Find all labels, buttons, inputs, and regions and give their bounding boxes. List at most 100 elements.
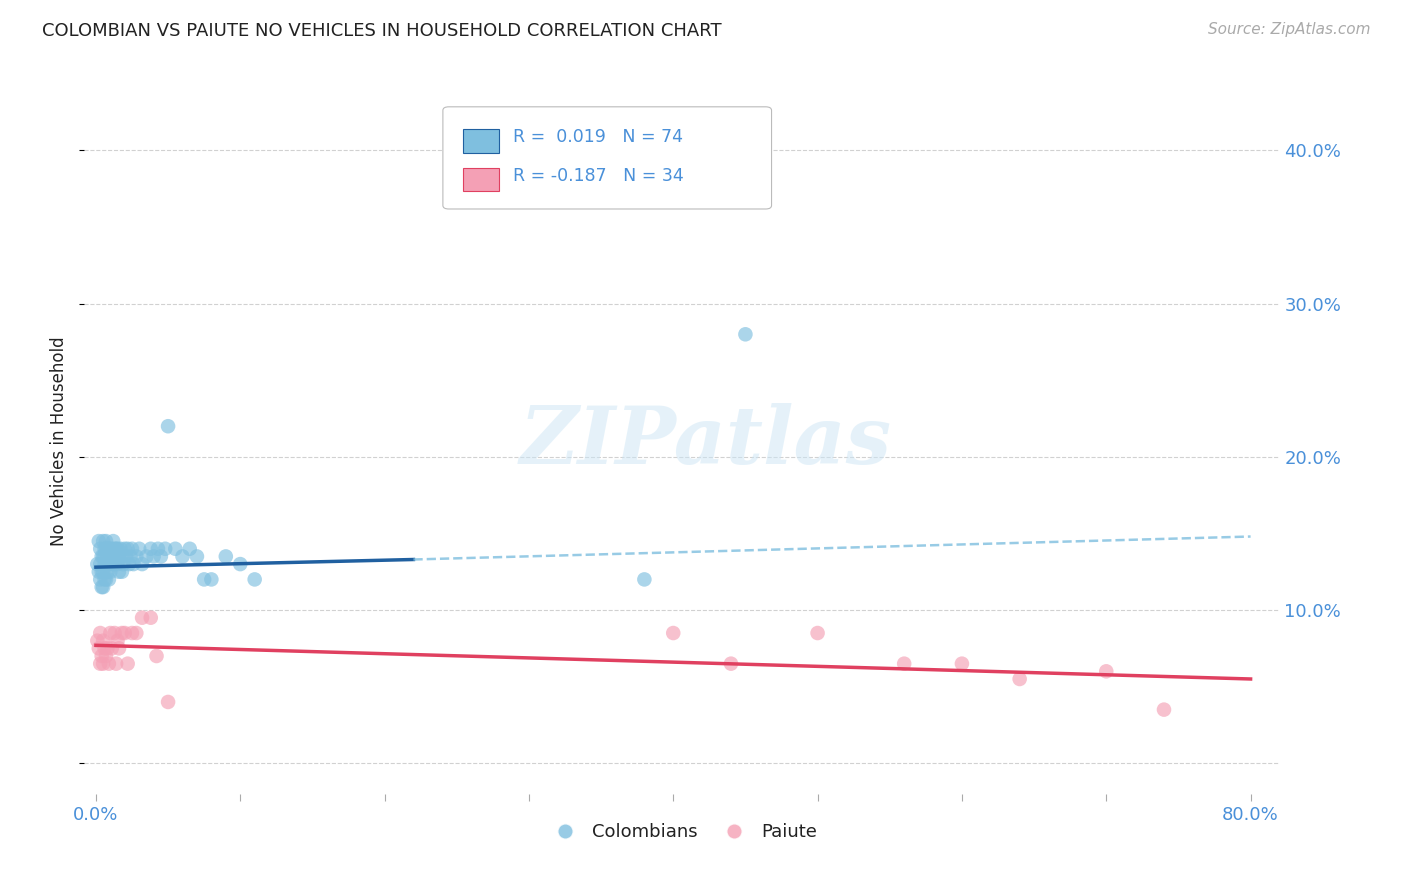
- Point: [91, 657, 114, 671]
- Point: [104, 541, 127, 556]
- Point: [96, 541, 118, 556]
- Point: [94, 534, 117, 549]
- Point: [115, 549, 138, 564]
- Point: [111, 549, 134, 564]
- Bar: [463, 168, 499, 192]
- Point: [153, 541, 176, 556]
- Point: [87, 565, 110, 579]
- Point: [633, 573, 655, 587]
- Point: [97, 657, 120, 671]
- Point: [111, 565, 134, 579]
- Point: [120, 549, 142, 564]
- Point: [107, 557, 129, 571]
- Point: [172, 549, 194, 564]
- Point: [94, 648, 117, 663]
- Point: [121, 541, 143, 556]
- Point: [87, 534, 110, 549]
- Text: R = -0.187   N = 34: R = -0.187 N = 34: [513, 167, 685, 185]
- Point: [107, 633, 129, 648]
- Point: [94, 541, 117, 556]
- Point: [98, 565, 121, 579]
- Point: [104, 626, 127, 640]
- Point: [93, 573, 115, 587]
- Point: [165, 541, 187, 556]
- Point: [108, 565, 131, 579]
- Point: [125, 549, 148, 564]
- Point: [131, 557, 153, 571]
- Point: [117, 541, 139, 556]
- Point: [200, 573, 222, 587]
- Point: [89, 626, 111, 640]
- Point: [97, 573, 120, 587]
- Point: [139, 610, 162, 624]
- Text: R =  0.019   N = 74: R = 0.019 N = 74: [513, 128, 683, 146]
- Point: [139, 541, 162, 556]
- Point: [91, 580, 114, 594]
- Point: [135, 549, 157, 564]
- Point: [103, 549, 125, 564]
- Point: [950, 657, 973, 671]
- Point: [94, 573, 117, 587]
- Point: [105, 657, 128, 671]
- Point: [125, 626, 148, 640]
- Point: [1008, 672, 1031, 686]
- Point: [734, 327, 756, 342]
- Legend: Colombians, Paiute: Colombians, Paiute: [540, 816, 824, 848]
- FancyBboxPatch shape: [443, 107, 772, 209]
- Point: [146, 541, 169, 556]
- Point: [94, 557, 117, 571]
- Text: Source: ZipAtlas.com: Source: ZipAtlas.com: [1208, 22, 1371, 37]
- Point: [128, 541, 150, 556]
- Point: [122, 557, 145, 571]
- Point: [121, 626, 143, 640]
- Point: [97, 557, 120, 571]
- Point: [179, 541, 201, 556]
- Point: [86, 557, 108, 571]
- Point: [96, 549, 118, 564]
- Point: [107, 541, 129, 556]
- Point: [118, 557, 141, 571]
- Point: [108, 641, 131, 656]
- Point: [93, 541, 115, 556]
- Point: [149, 549, 172, 564]
- Point: [243, 573, 266, 587]
- Point: [720, 657, 742, 671]
- Point: [98, 626, 121, 640]
- Point: [112, 557, 135, 571]
- Point: [108, 549, 131, 564]
- Point: [101, 541, 124, 556]
- Point: [105, 549, 128, 564]
- Point: [89, 557, 111, 571]
- Point: [103, 534, 125, 549]
- Point: [93, 641, 115, 656]
- Point: [87, 641, 110, 656]
- Point: [93, 557, 115, 571]
- Point: [93, 549, 115, 564]
- Point: [91, 565, 114, 579]
- Point: [1095, 665, 1118, 679]
- Point: [101, 641, 124, 656]
- Point: [111, 626, 134, 640]
- Point: [90, 580, 112, 594]
- Point: [90, 648, 112, 663]
- Point: [105, 541, 128, 556]
- Point: [91, 549, 114, 564]
- Point: [110, 541, 132, 556]
- Point: [91, 633, 114, 648]
- Point: [98, 541, 121, 556]
- Point: [86, 633, 108, 648]
- Point: [96, 641, 118, 656]
- Point: [157, 695, 180, 709]
- Point: [96, 565, 118, 579]
- Point: [89, 573, 111, 587]
- Point: [97, 541, 120, 556]
- Point: [145, 648, 167, 663]
- Point: [142, 549, 165, 564]
- Text: ZIPatlas: ZIPatlas: [520, 403, 891, 480]
- Point: [229, 557, 252, 571]
- Point: [114, 626, 136, 640]
- Point: [215, 549, 238, 564]
- Point: [114, 541, 136, 556]
- Y-axis label: No Vehicles in Household: No Vehicles in Household: [51, 336, 69, 547]
- Point: [662, 626, 685, 640]
